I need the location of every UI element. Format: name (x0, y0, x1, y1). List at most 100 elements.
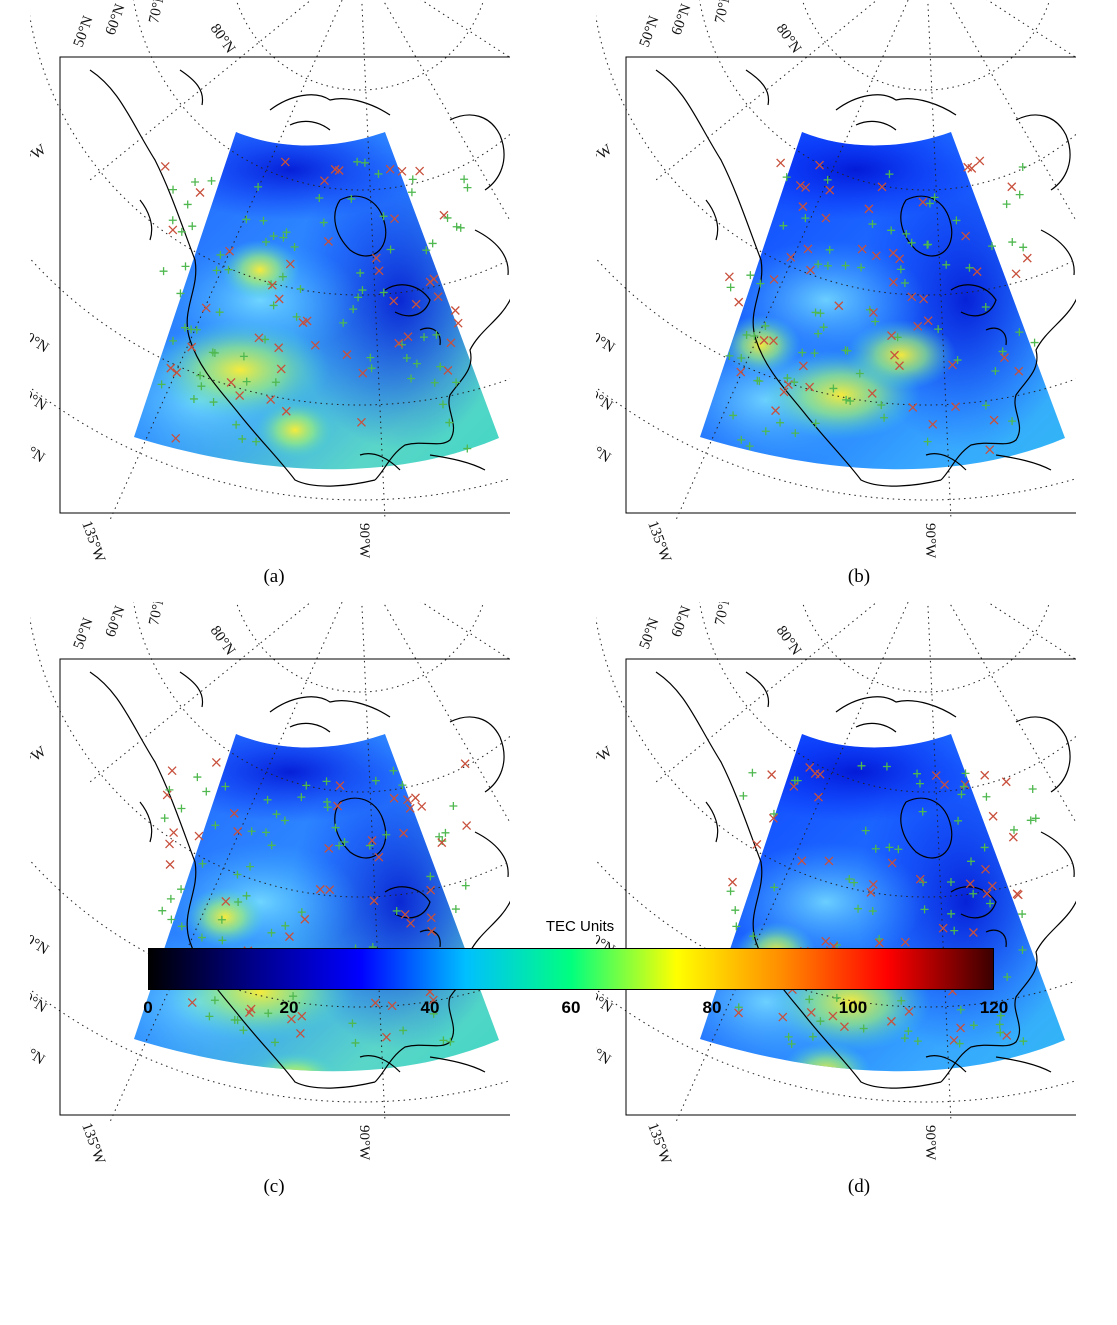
station-plus-marker (1010, 825, 1019, 834)
station-cross-marker (285, 259, 295, 269)
station-cross-marker (426, 913, 436, 923)
station-cross-marker (931, 771, 941, 781)
station-cross-marker (330, 164, 340, 174)
station-plus-marker (302, 781, 311, 790)
station-plus-marker (880, 413, 889, 422)
station-plus-marker (198, 859, 207, 868)
station-plus-marker (392, 906, 401, 915)
station-cross-marker (167, 766, 177, 776)
station-plus-marker (232, 420, 241, 429)
station-plus-marker (725, 351, 734, 360)
station-cross-marker (226, 377, 236, 387)
station-cross-marker (267, 280, 277, 290)
station-cross-marker (411, 793, 420, 803)
station-plus-marker (426, 872, 435, 881)
station-cross-marker (972, 267, 982, 277)
station-cross-marker (374, 852, 384, 862)
station-plus-marker (297, 908, 306, 917)
colorbar-tick-label: 120 (979, 998, 1009, 1017)
station-plus-marker (160, 814, 169, 823)
station-plus-marker (855, 369, 864, 378)
station-plus-marker (360, 158, 369, 167)
lat-label-top: 80°N (207, 623, 238, 658)
station-plus-marker (189, 394, 198, 403)
station-plus-marker (271, 378, 280, 387)
station-cross-marker (389, 296, 399, 306)
station-cross-marker (389, 793, 399, 803)
station-cross-marker (789, 781, 799, 791)
station-cross-marker (394, 338, 404, 348)
lon-label-bottom: 90°W (356, 1125, 372, 1161)
station-cross-marker (806, 265, 815, 275)
station-plus-marker (814, 329, 823, 338)
station-plus-marker (463, 444, 472, 453)
station-plus-marker (157, 380, 166, 389)
station-plus-marker (379, 212, 388, 221)
station-plus-marker (451, 905, 460, 914)
lon-label-left: 180°W (30, 141, 50, 179)
station-cross-marker (866, 887, 876, 897)
station-plus-marker (263, 795, 272, 804)
station-plus-marker (169, 185, 178, 194)
station-cross-marker (907, 292, 917, 302)
station-plus-marker (207, 176, 216, 185)
station-cross-marker (171, 433, 181, 443)
lon-label-left: 180°W (596, 743, 616, 781)
station-plus-marker (915, 779, 924, 788)
station-cross-marker (300, 914, 310, 924)
station-plus-marker (233, 870, 242, 879)
lat-label-top: 70°N (146, 602, 168, 627)
station-plus-marker (239, 1026, 248, 1035)
station-plus-marker (269, 232, 278, 241)
station-markers (157, 157, 472, 453)
station-plus-marker (868, 220, 877, 229)
station-plus-marker (463, 183, 472, 192)
station-plus-marker (1019, 1037, 1028, 1046)
station-plus-marker (267, 841, 276, 850)
station-cross-marker (960, 780, 970, 790)
station-cross-marker (382, 1032, 391, 1042)
station-cross-marker (734, 297, 744, 307)
station-cross-marker (324, 844, 334, 853)
station-cross-marker (443, 365, 453, 375)
station-plus-marker (278, 272, 287, 281)
station-cross-marker (797, 856, 807, 866)
station-plus-marker (412, 359, 421, 368)
station-plus-marker (900, 279, 909, 288)
station-plus-marker (402, 354, 411, 363)
station-plus-marker (746, 271, 755, 280)
station-plus-marker (769, 809, 778, 818)
station-plus-marker (920, 905, 929, 914)
station-cross-marker (821, 213, 831, 223)
station-plus-marker (374, 169, 383, 178)
station-cross-marker (446, 338, 456, 348)
station-plus-marker (810, 349, 819, 358)
station-plus-marker (446, 1037, 455, 1046)
station-plus-marker (950, 926, 959, 935)
station-plus-marker (267, 928, 276, 937)
station-cross-marker (806, 1007, 816, 1017)
station-plus-marker (296, 284, 305, 293)
station-cross-marker (417, 801, 427, 811)
map-panel-d: 50°N60°N70°N80°N30°N20°N10°N180°W0°45°W1… (596, 602, 1076, 1202)
station-cross-marker (221, 897, 231, 906)
station-plus-marker (165, 785, 174, 794)
panel-caption-b: (b) (847, 566, 871, 587)
graticule (30, 0, 510, 521)
station-plus-marker (1018, 910, 1027, 919)
station-cross-marker (987, 881, 997, 891)
station-plus-marker (885, 843, 894, 852)
station-plus-marker (429, 1009, 438, 1018)
station-plus-marker (805, 995, 814, 1004)
station-plus-marker (902, 229, 911, 238)
station-plus-marker (969, 889, 978, 898)
station-plus-marker (998, 347, 1007, 356)
station-cross-marker (276, 364, 286, 374)
station-plus-marker (745, 442, 754, 451)
station-plus-marker (761, 321, 770, 330)
station-plus-marker (193, 773, 202, 782)
station-cross-marker (798, 202, 808, 212)
lat-label-left: 30°N (30, 928, 51, 959)
station-plus-marker (272, 810, 281, 819)
station-cross-marker (828, 1011, 838, 1021)
